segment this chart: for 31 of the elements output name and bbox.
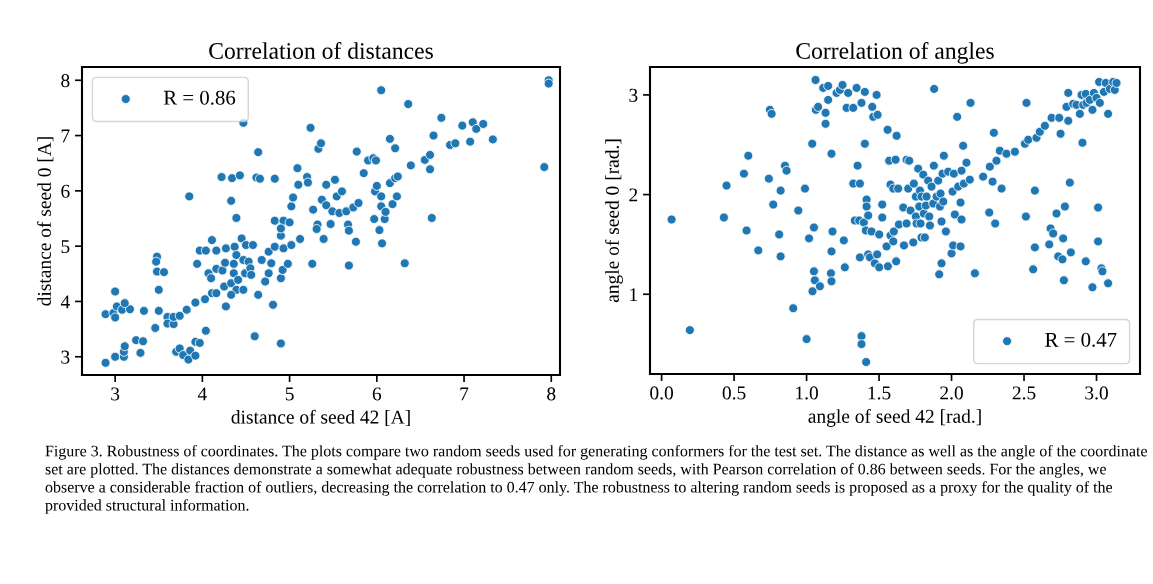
chart-title: Correlation of distances — [209, 42, 433, 59]
y-tick-label: 5 — [61, 240, 70, 254]
y-tick-label: 3 — [629, 88, 638, 102]
legend-label: R = 0.47 — [1045, 332, 1117, 347]
caption: Figure 3. Robustness of coordinates. The plots compare two random seeds used for generating conformers for the test set. The distance as well as the angle of the coordinate set are plotted. The distances demonstrate a somewhat adequate robustness between random seeds, with Pearson correlation of 0.86 between seeds. For the angles, we observe a considerable fraction of outliers, decreasing the correlation to 0.47 only. The robustness to altering random seeds is proposed as a proxy for the quality of the provided structural information. — [45, 445, 1147, 514]
y-tick-label: 1 — [630, 288, 638, 302]
legend-label: R = 0.86 — [163, 90, 236, 105]
chart-title: Correlation of angles — [796, 42, 994, 64]
x-tick-label: 3 — [111, 387, 120, 401]
x-tick-label: 1.0 — [796, 386, 818, 400]
x-tick-label: 4 — [197, 387, 207, 401]
x-tick-label: 2.0 — [940, 386, 963, 400]
y-axis-title: distance of seed 0 [A] — [37, 137, 54, 306]
x-tick-label: 0.0 — [650, 386, 674, 400]
x-tick-label: 0.5 — [722, 386, 746, 400]
x-tick-label: 1.5 — [868, 386, 891, 400]
y-tick-label: 3 — [61, 350, 70, 364]
y-tick-label: 6 — [61, 184, 70, 198]
x-tick-label: 8 — [547, 387, 556, 401]
y-tick-label: 7 — [61, 129, 70, 143]
y-tick-label: 8 — [61, 74, 70, 88]
x-tick-label: 5 — [285, 387, 294, 401]
y-tick-label: 2 — [629, 188, 638, 202]
x-axis-title: distance of seed 42 [A] — [231, 409, 410, 427]
x-tick-label: 6 — [372, 387, 382, 401]
x-tick-label: 2.5 — [1012, 386, 1036, 400]
x-tick-label: 7 — [460, 387, 469, 401]
x-tick-label: 3.0 — [1085, 386, 1108, 400]
y-tick-label: 4 — [60, 295, 70, 309]
x-axis-title: angle of seed 42 [rad.] — [808, 408, 981, 427]
y-axis-title: angle of seed 0 [rad.] — [605, 139, 623, 303]
